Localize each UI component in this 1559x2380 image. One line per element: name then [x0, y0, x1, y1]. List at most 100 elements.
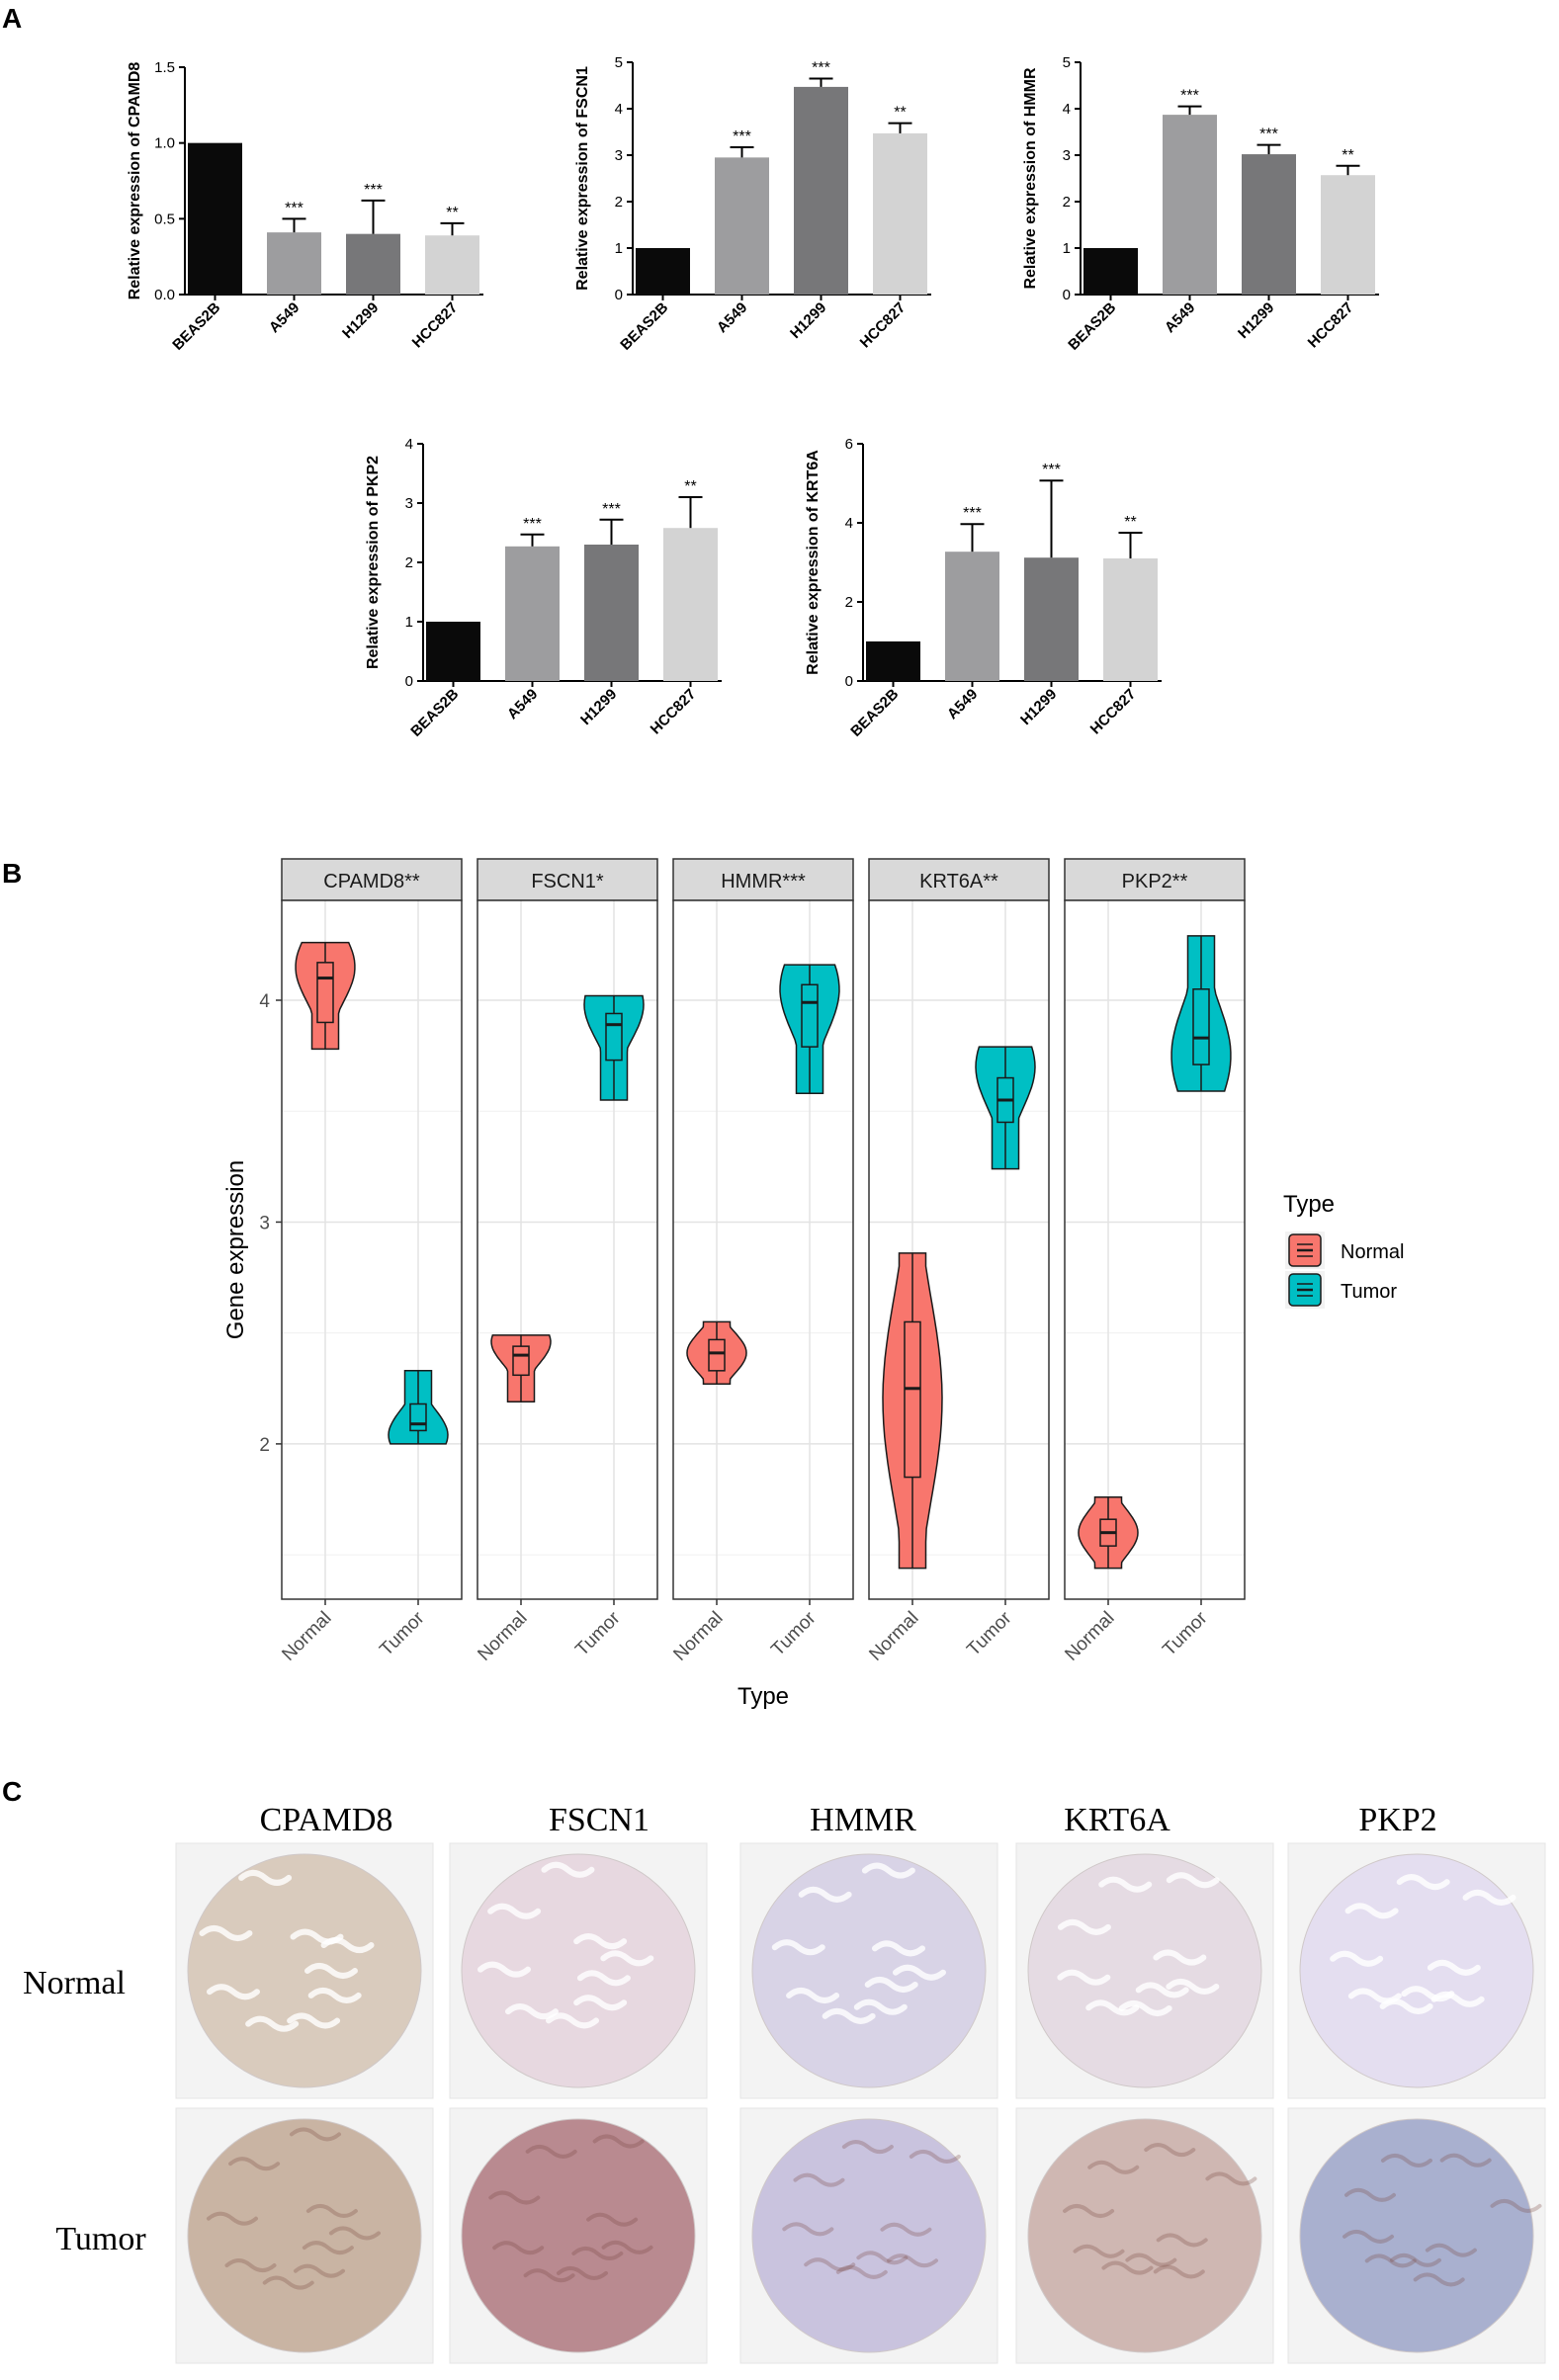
ihc-tissue-texture: [1427, 1959, 1481, 1976]
ihc-tissue-texture: [525, 2144, 577, 2159]
x-tick-label-tumor: Tumor: [376, 1607, 429, 1660]
significance-label-hcc827: **: [684, 478, 696, 495]
y-tick-label: 3: [405, 495, 413, 512]
ihc-tissue-texture: [804, 2257, 856, 2272]
y-axis-title-fscn1: Relative expression of FSCN1: [574, 66, 591, 291]
ihc-tissue-texture: [1342, 2229, 1395, 2244]
bar-chart-pkp2: 0 1 2 3 4 Relative expression of PKP2 BEAS2B **…: [365, 436, 722, 740]
ihc-image-grid: CPAMD8 FSCN1 HMMR KRT6A PKP2 Normal Tumor: [23, 1802, 1546, 2364]
facet-border-krt6a: [868, 899, 1050, 1600]
y-tick-label: 2: [845, 594, 853, 611]
ihc-tissue-texture: [871, 1940, 925, 1957]
ihc-tissue-texture: [892, 1964, 946, 1981]
ihc-tissue-texture: [228, 2157, 281, 2171]
ihc-tissue-texture: [1425, 2243, 1477, 2257]
y-tick-label: 2: [259, 1435, 270, 1456]
ihc-tissue-texture: [1087, 2160, 1140, 2174]
ihc-tissue-texture: [887, 2253, 939, 2268]
bar-chart-hmmr: 0 1 2 3 4 5 Relative expression of HMMR BEAS2B *…: [1022, 54, 1379, 354]
ihc-tissue-texture: [1462, 1889, 1516, 1906]
facet-border-hmmr: [672, 899, 854, 1600]
ihc-tissue-texture: [504, 2003, 559, 2020]
facet-label-fscn1: FSCN1*: [531, 871, 604, 892]
ihc-tissue-texture: [1490, 2198, 1542, 2213]
facet-border-cpamd8: [281, 899, 463, 1600]
facet-label-pkp2: PKP2**: [1122, 871, 1188, 892]
ihc-tissue-texture: [320, 1937, 375, 1954]
ihc-tissue-texture: [1330, 1950, 1384, 1967]
bar-hcc827: [1103, 558, 1158, 681]
box-normal-krt6a: [904, 1320, 921, 1479]
panel-label-b: B: [2, 858, 22, 889]
ihc-tissue-texture: [880, 2222, 932, 2237]
ihc-tissue-texture: [600, 1950, 654, 1967]
ihc-column-label-cpamd8: CPAMD8: [260, 1802, 393, 1838]
y-tick-label: 0: [615, 287, 623, 303]
y-tick-label: 0: [845, 673, 853, 690]
ihc-tissue-texture: [523, 2268, 575, 2283]
significance-label-a549: ***: [285, 200, 303, 216]
y-tick-label: 4: [615, 101, 623, 118]
y-tick-label: 4: [259, 991, 270, 1012]
ihc-tissue-texture: [305, 2204, 358, 2218]
x-tick-label-tumor: Tumor: [1159, 1607, 1212, 1660]
significance-label-a549: ***: [1180, 88, 1199, 105]
ihc-tissue-texture: [1389, 2252, 1441, 2267]
bar-hcc827: [873, 132, 927, 295]
bar-a549: [945, 552, 999, 681]
ihc-tissue-texture: [1166, 1872, 1220, 1889]
ihc-tissue-texture: [782, 2222, 834, 2237]
ihc-tissue-texture: [1347, 1988, 1402, 2004]
ihc-tissue-texture: [487, 1903, 542, 1919]
x-tick-label-h1299: H1299: [577, 686, 620, 728]
significance-label-h1299: ***: [812, 59, 830, 76]
x-tick-label-tumor: Tumor: [767, 1607, 821, 1660]
ihc-tissue-texture: [328, 2226, 381, 2241]
box-tumor-cpamd8: [409, 1402, 427, 1432]
ihc-tissue-texture: [1153, 2264, 1205, 2279]
ihc-tissue-texture: [546, 2012, 600, 2029]
x-tick-label-normal: Normal: [669, 1608, 727, 1665]
x-tick-label-beas2b: BEAS2B: [847, 686, 902, 740]
significance-label-h1299: ***: [364, 182, 383, 199]
significance-label-a549: ***: [733, 128, 751, 145]
ihc-tissue-texture: [1118, 1999, 1172, 2016]
bar-h1299: [346, 233, 400, 295]
x-tick-label-hcc827: HCC827: [857, 299, 909, 352]
x-tick-label-h1299: H1299: [339, 299, 382, 342]
x-tick-label-hcc827: HCC827: [1305, 299, 1357, 352]
y-tick-label: 1: [1063, 240, 1071, 257]
y-tick-label: 0: [1063, 287, 1071, 303]
legend-title: Type: [1283, 1191, 1335, 1218]
significance-label-h1299: ***: [1042, 462, 1061, 478]
ihc-tissue-texture: [245, 2015, 300, 2032]
legend-label-normal: Normal: [1341, 1241, 1404, 1263]
x-tick-label-normal: Normal: [278, 1608, 335, 1665]
facet-border-fscn1: [476, 899, 658, 1600]
y-tick-label: 5: [1063, 54, 1071, 71]
violin-tumor-cpamd8: [388, 1370, 449, 1445]
significance-label-hcc827: **: [446, 205, 458, 221]
ihc-tissue-texture: [771, 1939, 825, 1956]
ihc-tissue-texture: [861, 1862, 915, 1879]
x-tick-label-a549: A549: [504, 686, 541, 722]
legend-label-tumor: Tumor: [1341, 1281, 1397, 1303]
box-normal-fscn1: [512, 1345, 530, 1377]
violin-normal-fscn1: [490, 1334, 552, 1402]
bar-a549: [505, 546, 560, 681]
ihc-tissue-core-tumor-fscn1: [461, 2118, 696, 2353]
bar-beas2b: [188, 142, 242, 295]
bar-a549: [715, 157, 769, 295]
box-normal-cpamd8: [316, 962, 334, 1024]
bar-chart-krt6a: 0 2 4 6 Relative expression of KRT6A BEAS2B **…: [805, 436, 1162, 740]
x-axis-title: Type: [737, 1683, 789, 1710]
ihc-column-label-fscn1: FSCN1: [549, 1802, 650, 1838]
x-tick-label-hcc827: HCC827: [409, 299, 462, 352]
facet-strip-hmmr: [672, 858, 854, 901]
ihc-tissue-texture: [1085, 1999, 1140, 2016]
bar-h1299: [794, 86, 848, 295]
x-tick-label-a549: A549: [1162, 299, 1198, 336]
ihc-tissue-texture: [835, 2264, 888, 2279]
y-axis-title-pkp2: Relative expression of PKP2: [365, 456, 382, 669]
